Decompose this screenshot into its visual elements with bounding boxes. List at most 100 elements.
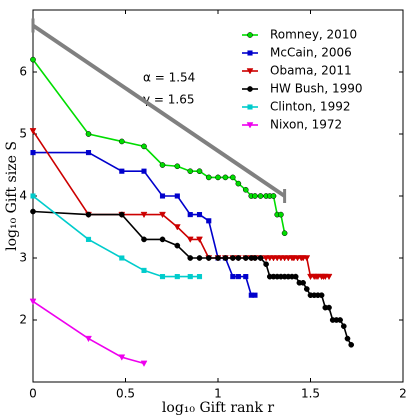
data-point — [118, 138, 125, 145]
data-point — [215, 255, 221, 261]
data-point — [235, 274, 241, 280]
data-point — [235, 180, 242, 187]
legend-label: Clinton, 1992 — [270, 100, 350, 114]
data-point — [326, 304, 332, 311]
series-line — [32, 195, 200, 278]
data-point — [196, 168, 203, 175]
data-point — [119, 255, 125, 261]
data-point — [173, 224, 181, 231]
data-point — [206, 218, 212, 224]
series-line — [32, 59, 286, 234]
data-point — [29, 128, 37, 135]
data-point — [196, 255, 203, 261]
data-point — [140, 211, 148, 219]
data-point — [30, 56, 36, 63]
data-point — [187, 212, 193, 218]
legend-label: HW Bush, 1990 — [270, 82, 363, 96]
data-point — [230, 274, 236, 280]
data-point — [85, 335, 92, 343]
series-line — [33, 151, 255, 296]
legend-marker — [246, 122, 254, 129]
data-point — [215, 174, 221, 181]
data-point — [196, 274, 203, 280]
data-point — [318, 292, 325, 299]
series-line — [32, 300, 145, 365]
data-point — [140, 360, 148, 367]
data-point — [205, 174, 212, 181]
data-point — [270, 193, 277, 199]
data-point — [141, 143, 147, 150]
data-point — [159, 162, 166, 168]
data-point — [187, 274, 193, 280]
data-point — [252, 292, 258, 298]
data-point — [292, 273, 299, 280]
legend-marker — [247, 86, 253, 92]
data-point — [85, 211, 92, 218]
legend-label: Romney, 2010 — [270, 28, 357, 42]
data-point — [30, 193, 36, 199]
legend-marker — [247, 32, 253, 38]
data-point — [337, 317, 343, 323]
data-point — [30, 150, 36, 156]
legend-marker — [247, 104, 253, 110]
data-point — [85, 236, 92, 242]
data-point — [281, 230, 288, 237]
y-tick-label: 4 — [19, 189, 27, 203]
data-point — [174, 163, 181, 170]
data-point — [119, 168, 125, 174]
data-point — [30, 208, 36, 215]
data-point — [85, 131, 92, 137]
legend-marker — [246, 68, 254, 75]
data-point — [242, 186, 249, 193]
legend-label: Nixon, 1972 — [270, 118, 342, 132]
data-point — [85, 150, 92, 156]
x-tick-label: 0 — [29, 387, 37, 401]
data-point — [340, 323, 347, 330]
data-point — [257, 255, 264, 261]
data-point — [174, 274, 180, 280]
y-tick-label: 6 — [19, 65, 27, 79]
y-axis-label: log₁₀ Gift size S — [4, 141, 20, 251]
data-point — [118, 354, 126, 361]
data-point — [325, 273, 333, 281]
data-point — [196, 236, 203, 243]
y-tick-label: 5 — [19, 127, 27, 141]
y-tick-label: 2 — [19, 313, 27, 327]
data-point — [348, 341, 355, 348]
data-point — [222, 255, 229, 261]
data-point — [118, 211, 125, 218]
data-point — [252, 255, 258, 261]
data-point — [159, 211, 166, 219]
data-point — [186, 236, 194, 243]
data-point — [187, 255, 194, 261]
data-point — [196, 212, 203, 218]
data-point — [235, 255, 242, 261]
data-point — [174, 193, 180, 199]
y-tick-label: 3 — [19, 251, 27, 265]
legend-label: Obama, 2011 — [270, 64, 352, 78]
data-point — [303, 286, 310, 292]
data-point — [229, 174, 236, 181]
x-axis-label: log₁₀ Gift rank r — [162, 400, 274, 416]
data-point — [263, 261, 269, 268]
data-point — [141, 267, 147, 273]
x-tick-label: 1 — [214, 387, 222, 401]
data-point — [174, 242, 181, 249]
data-point — [187, 168, 194, 175]
data-point — [29, 298, 37, 305]
data-point — [205, 255, 212, 261]
reference-line — [31, 23, 286, 198]
data-point — [303, 255, 311, 262]
data-point — [243, 274, 249, 280]
data-point — [344, 335, 351, 342]
data-point — [222, 174, 229, 181]
data-point — [300, 279, 306, 286]
x-tick-label: 0.5 — [116, 387, 135, 401]
data-point — [159, 193, 166, 199]
data-point — [159, 274, 166, 280]
legend-marker — [247, 50, 253, 56]
annotation: α = 1.54 — [143, 71, 195, 85]
x-tick-label: 1.5 — [301, 387, 320, 401]
data-point — [141, 168, 147, 174]
